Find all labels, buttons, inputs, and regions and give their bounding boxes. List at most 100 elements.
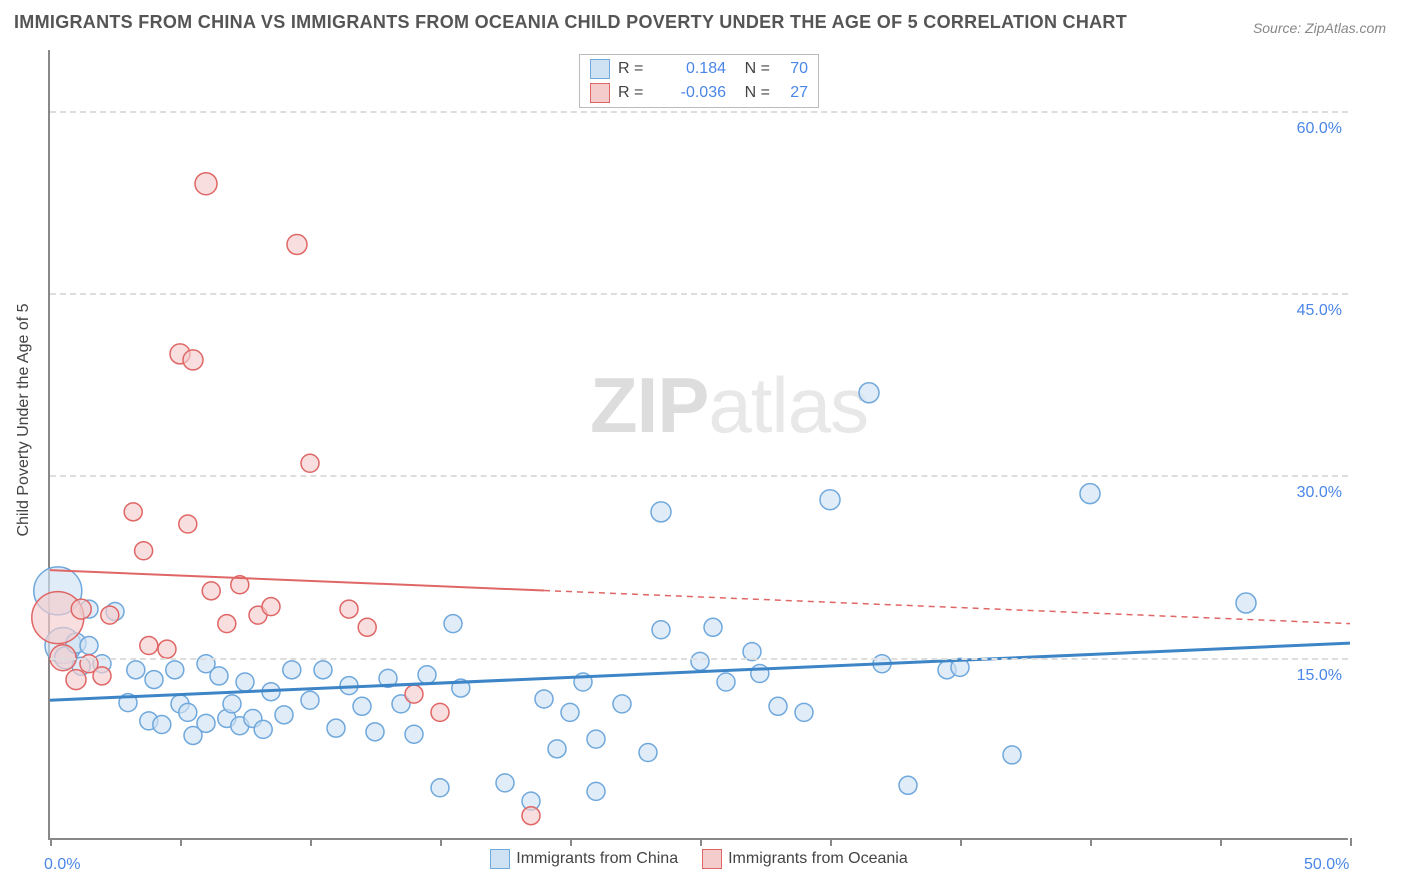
trend-line	[50, 570, 544, 590]
gridline	[50, 293, 1348, 295]
data-point	[651, 502, 671, 522]
data-point	[751, 664, 769, 682]
x-tick	[960, 838, 962, 846]
data-point	[179, 703, 197, 721]
trend-line-dashed	[544, 591, 1350, 624]
data-point	[195, 173, 217, 195]
data-point	[613, 695, 631, 713]
y-tick-label: 60.0%	[1297, 120, 1342, 138]
legend-row: R =0.184N =70	[580, 57, 818, 81]
data-point	[236, 673, 254, 691]
n-value: 70	[778, 60, 808, 78]
y-axis-title: Child Poverty Under the Age of 5	[15, 303, 33, 536]
y-tick-label: 30.0%	[1297, 484, 1342, 502]
y-tick-label: 45.0%	[1297, 302, 1342, 320]
data-point	[899, 776, 917, 794]
x-tick	[1220, 838, 1222, 846]
r-label: R =	[618, 60, 650, 78]
data-point	[202, 582, 220, 600]
data-point	[1003, 746, 1021, 764]
r-label: R =	[618, 84, 650, 102]
data-point	[444, 615, 462, 633]
data-point	[561, 703, 579, 721]
data-point	[301, 454, 319, 472]
x-tick	[440, 838, 442, 846]
gridline	[50, 111, 1348, 113]
data-point	[183, 350, 203, 370]
data-point	[93, 667, 111, 685]
data-point	[124, 503, 142, 521]
data-point	[405, 725, 423, 743]
n-label: N =	[734, 84, 770, 102]
legend-label: Immigrants from Oceania	[728, 850, 908, 868]
data-point	[254, 720, 272, 738]
data-point	[431, 703, 449, 721]
data-point	[496, 774, 514, 792]
data-point	[587, 730, 605, 748]
legend-swatch	[590, 59, 610, 79]
x-tick	[570, 838, 572, 846]
data-point	[431, 779, 449, 797]
data-point	[1236, 593, 1256, 613]
data-point	[340, 600, 358, 618]
gridline	[50, 475, 1348, 477]
n-value: 27	[778, 84, 808, 102]
data-point	[210, 667, 228, 685]
data-point	[283, 661, 301, 679]
data-point	[101, 606, 119, 624]
data-point	[153, 716, 171, 734]
x-tick	[700, 838, 702, 846]
x-tick	[180, 838, 182, 846]
x-tick	[310, 838, 312, 846]
legend-swatch	[702, 849, 722, 869]
data-point	[548, 740, 566, 758]
legend-swatch	[490, 849, 510, 869]
data-point	[859, 383, 879, 403]
data-point	[223, 695, 241, 713]
data-point	[691, 652, 709, 670]
data-point	[262, 598, 280, 616]
legend-item: Immigrants from China	[490, 849, 678, 869]
r-value: -0.036	[658, 84, 726, 102]
x-tick	[830, 838, 832, 846]
data-point	[327, 719, 345, 737]
legend-swatch	[590, 83, 610, 103]
data-point	[1080, 484, 1100, 504]
legend-label: Immigrants from China	[516, 850, 678, 868]
data-point	[418, 666, 436, 684]
series-legend: Immigrants from China Immigrants from Oce…	[50, 849, 1348, 874]
source-attribution: Source: ZipAtlas.com	[1253, 20, 1386, 36]
data-point	[71, 599, 91, 619]
data-point	[179, 515, 197, 533]
data-point	[127, 661, 145, 679]
data-point	[275, 706, 293, 724]
data-point	[522, 807, 540, 825]
data-point	[652, 621, 670, 639]
correlation-legend: R =0.184N =70R =-0.036N =27	[579, 54, 819, 108]
data-point	[366, 723, 384, 741]
data-point	[358, 618, 376, 636]
y-tick-label: 15.0%	[1297, 667, 1342, 685]
data-point	[80, 637, 98, 655]
data-point	[218, 615, 236, 633]
data-point	[135, 542, 153, 560]
plot-area: ZIPatlas R =0.184N =70R =-0.036N =27 Imm…	[48, 50, 1348, 840]
data-point	[405, 685, 423, 703]
legend-item: Immigrants from Oceania	[702, 849, 908, 869]
data-point	[639, 743, 657, 761]
chart-canvas	[50, 50, 1348, 838]
data-point	[314, 661, 332, 679]
data-point	[587, 782, 605, 800]
data-point	[140, 637, 158, 655]
data-point	[820, 490, 840, 510]
gridline	[50, 658, 1348, 660]
data-point	[145, 671, 163, 689]
n-label: N =	[734, 60, 770, 78]
data-point	[795, 703, 813, 721]
data-point	[769, 697, 787, 715]
data-point	[166, 661, 184, 679]
x-tick-label: 0.0%	[44, 856, 80, 874]
data-point	[66, 670, 86, 690]
legend-row: R = -0.036 N = 27	[580, 81, 818, 105]
x-tick	[1090, 838, 1092, 846]
